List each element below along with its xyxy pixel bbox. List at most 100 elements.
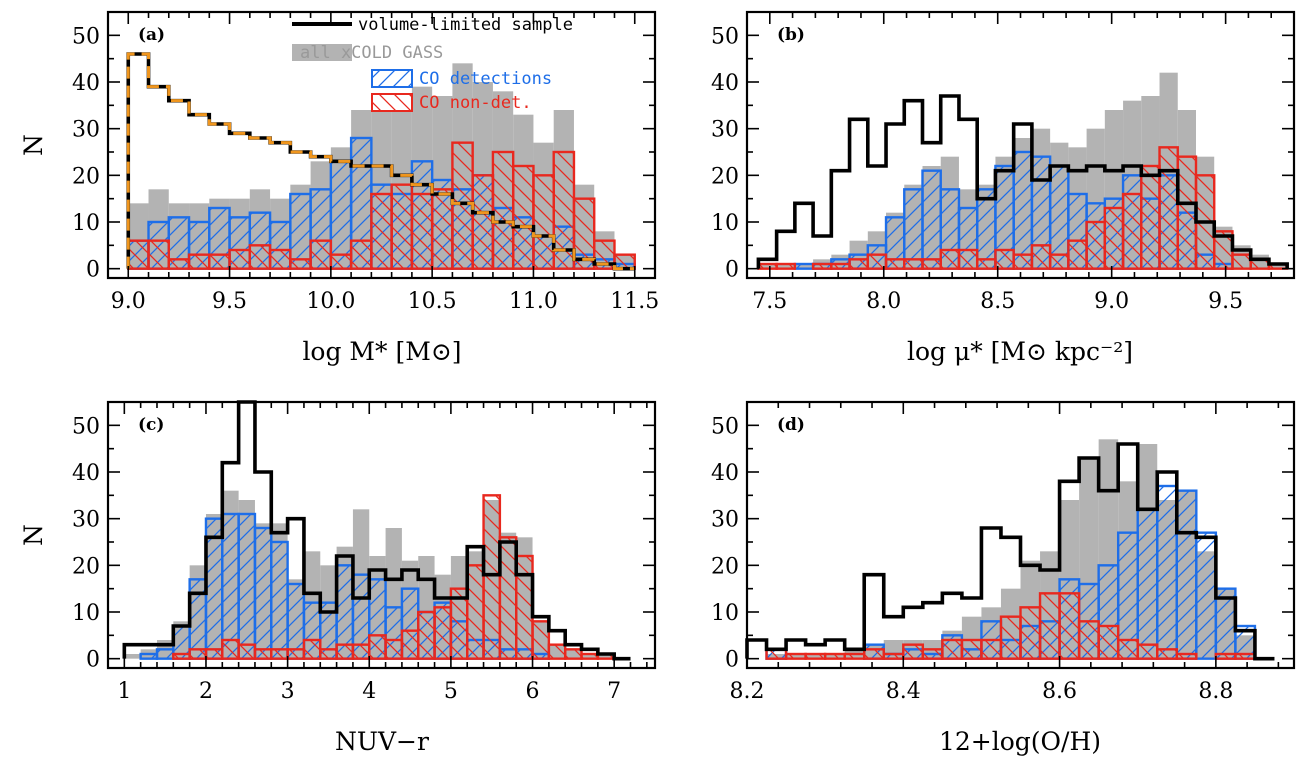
panel-a-co-non-det-bar — [309, 239, 333, 270]
panel-c-co-detections-bar — [270, 540, 289, 660]
panel-a-co-detections-bar — [289, 192, 312, 270]
panel-c-co-non-det-bar — [547, 643, 567, 660]
panel-d-frame — [745, 400, 1296, 670]
panel-c-co-non-det-bar — [286, 648, 306, 660]
y-tick-label: 10 — [72, 211, 100, 236]
x-tick-label: 2 — [199, 679, 213, 704]
x-tick-label: 7 — [607, 679, 621, 704]
panel-d-co-non-det-bar — [1214, 652, 1237, 660]
panel-c-co-non-det-bar — [253, 648, 273, 660]
x-tick-label: 11.5 — [610, 289, 659, 314]
y-tick-label: 0 — [725, 648, 739, 673]
panel-b-volume-limited-sample-line — [756, 94, 1289, 269]
y-tick-label: 30 — [711, 118, 739, 143]
legend: volume-limited sample all xCOLD GASS CO … — [292, 15, 573, 113]
y-tick-label: 20 — [72, 164, 100, 189]
panel-d-co-non-det-bar — [1234, 652, 1257, 660]
panel-d-co-non-det-bar — [1058, 592, 1081, 660]
panel-d-co-non-det-bar — [882, 652, 905, 660]
panel-d-volume-limited-sample-line — [745, 442, 1275, 661]
panel-a-co-non-det-bar — [430, 188, 454, 270]
panel-c-volume-limited-sample-line — [122, 400, 631, 661]
panel-b-co-non-det-bar — [903, 258, 924, 270]
panel-c-ylabel: N — [19, 524, 48, 546]
panel-c-co-non-det-bar — [172, 652, 191, 660]
panel-a-dashed-line — [126, 52, 635, 271]
panel-b-co-non-det-bar — [884, 258, 906, 270]
panel-b-co-non-det-bar — [1231, 253, 1252, 270]
panel-b-co-non-det-bar — [939, 248, 961, 270]
panel-d-xlabel: 12+log(O/H) — [939, 727, 1101, 756]
panel-d-co-non-det-bar — [1019, 606, 1042, 660]
panel-c-frame — [106, 400, 657, 670]
panel-b-co-non-det-bar — [848, 258, 869, 270]
panel-c-co-non-det-bar — [498, 536, 518, 660]
panel-a-co-non-det-bar — [187, 253, 211, 270]
panel-d-co-detections-bar — [1156, 484, 1178, 660]
panel-b-co-non-det-bar — [811, 262, 833, 270]
x-tick-label: 8.0 — [866, 289, 901, 314]
x-tick-label: 1 — [117, 679, 131, 704]
panel-d-co-detections-bar — [1175, 489, 1198, 660]
x-tick-label: 5 — [444, 679, 458, 704]
panel-a-co-non-det-bar — [532, 174, 555, 270]
panel-a-co-non-det-bar — [147, 239, 170, 270]
panel-a: 0 10 20 30 40 50 9.0 9.5 10.0 10.5 11.0 11.5 (a) lo… — [19, 10, 659, 366]
y-tick-label: 30 — [72, 118, 100, 143]
y-tick-label: 0 — [86, 648, 100, 673]
panel-a-co-non-det-bar — [329, 253, 353, 270]
y-tick-label: 50 — [72, 24, 100, 49]
panel-b-co-non-det-bar — [775, 262, 797, 270]
legend-all-swatch — [292, 44, 352, 61]
x-tick-label: 11.0 — [509, 289, 558, 314]
panel-b-ticks: 0 10 20 30 40 50 7.5 8.0 8.5 9.0 9.5 — [711, 12, 1295, 314]
panel-d-label: (d) — [777, 415, 805, 435]
panel-b-co-non-det-bar — [957, 248, 979, 270]
legend-det-swatch — [371, 69, 413, 88]
panel-a-co-non-det-bar — [349, 239, 373, 270]
panel-b-co-non-det-bar — [1103, 206, 1125, 270]
panel-b-co-non-det-bar — [1048, 253, 1070, 270]
panel-d-co-non-det-bar — [1077, 620, 1100, 660]
panel-a-xlabel: log M* [M⊙] — [302, 337, 461, 366]
panel-a-co-non-det-bar — [289, 258, 312, 270]
panel-a-co-non-det-bar — [228, 248, 252, 270]
panel-d-co-non-det-bar — [1175, 652, 1198, 660]
panel-c-co-non-det-bar — [482, 494, 502, 660]
legend-nondet-swatch — [371, 93, 413, 112]
panel-d-co-non-det-bar — [784, 652, 807, 660]
panel-c-xlabel: NUV−r — [335, 727, 429, 756]
panel-a-label: (a) — [138, 25, 165, 45]
y-tick-label: 50 — [711, 414, 739, 439]
panel-c: 0 10 20 30 40 50 1 2 3 4 5 6 7 (c) NUV−r N — [19, 400, 657, 756]
panel-a-co-non-det-bar — [572, 197, 596, 270]
panel-c-co-detections-bar — [237, 512, 257, 660]
y-tick-label: 40 — [72, 71, 100, 96]
y-tick-label: 10 — [72, 601, 100, 626]
panel-d-co-non-det-bar — [1116, 638, 1139, 660]
panel-c-co-non-det-bar — [384, 638, 404, 660]
panel-d-co-detections-bar — [1195, 531, 1218, 660]
panel-d-co-non-det-bar — [863, 648, 885, 660]
panel-a-plot — [126, 52, 636, 271]
panel-b-co-non-det-bar — [975, 258, 997, 270]
panel-a-ylabel: N — [19, 134, 48, 156]
panel-c-co-detections-bar — [204, 517, 224, 660]
panel-c-co-non-det-bar — [204, 648, 224, 660]
x-tick-label: 8.8 — [1198, 679, 1233, 704]
panel-c-co-non-det-bar — [466, 564, 485, 660]
panel-b-co-detections-bar — [903, 188, 924, 270]
x-tick-label: 6 — [526, 679, 540, 704]
x-tick-label: 9.0 — [111, 289, 146, 314]
panel-d-co-non-det-bar — [1136, 643, 1159, 660]
panel-a-co-non-det-bar — [127, 239, 150, 270]
panel-c-co-non-det-bar — [237, 643, 257, 660]
panel-c-co-non-det-bar — [515, 554, 534, 660]
panel-c-co-non-det-bar — [433, 606, 453, 660]
panel-b-co-non-det-bar — [757, 262, 778, 270]
panel-b-co-non-det-bar — [1030, 244, 1052, 270]
x-tick-label: 10.5 — [408, 289, 457, 314]
panel-b-label: (b) — [777, 25, 805, 45]
panel-c-co-non-det-bar — [563, 648, 583, 660]
